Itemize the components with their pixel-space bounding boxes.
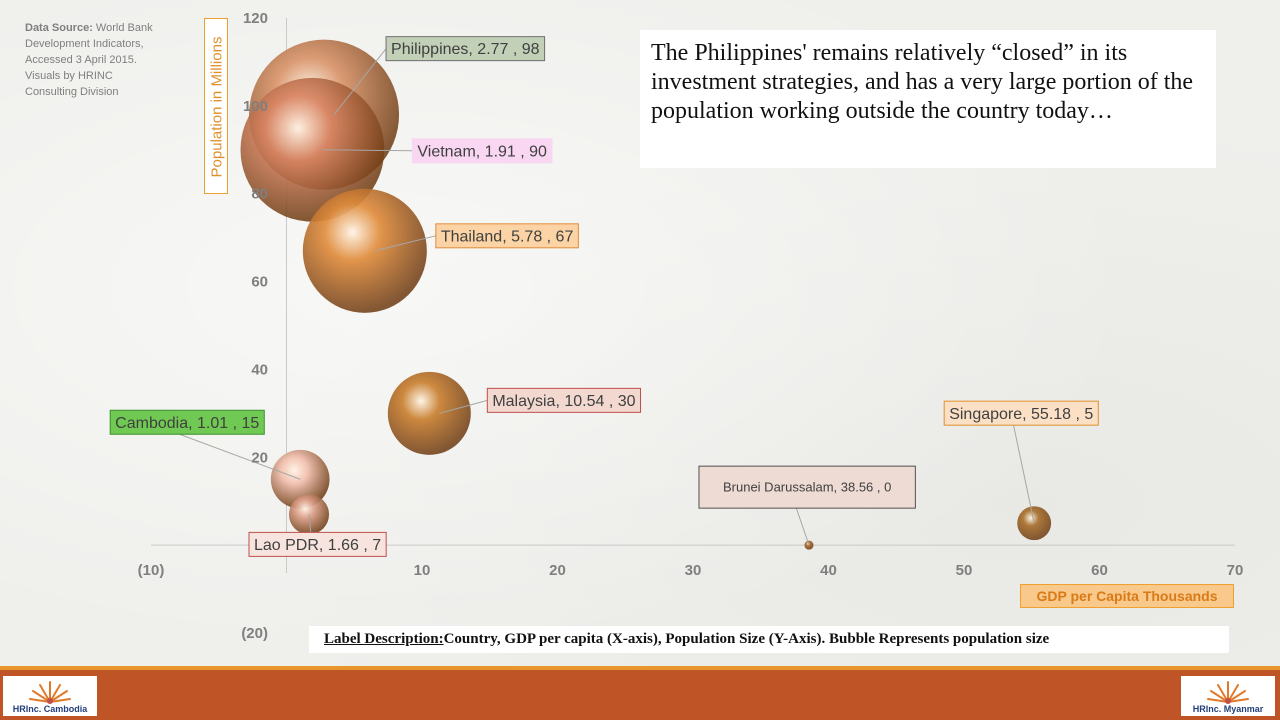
footer-bar	[0, 670, 1280, 720]
commentary-text: The Philippines' remains relatively “clo…	[640, 30, 1216, 168]
sunburst-logo-icon	[29, 681, 71, 704]
x-tick-label: 20	[549, 562, 566, 579]
leader-line	[179, 433, 301, 480]
leader-line	[308, 514, 312, 533]
label-description-text: Country, GDP per capita (X-axis), Popula…	[443, 631, 1050, 647]
footer-accent-line	[0, 666, 1280, 670]
logo-myanmar-brand: HRInc.	[1192, 704, 1222, 714]
bubbles	[240, 39, 1052, 550]
x-axis-title: GDP per Capita Thousands	[1020, 584, 1234, 608]
data-label: Malaysia, 10.54 , 30	[492, 393, 635, 410]
x-tick-label: 10	[414, 562, 431, 579]
data-label: Philippines, 2.77 , 98	[391, 41, 540, 58]
data-label-box	[698, 465, 916, 509]
x-tick-label: (10)	[138, 562, 165, 579]
x-tick-label: 70	[1227, 562, 1244, 579]
y-axis-title: Population in Millions	[208, 36, 226, 178]
y-tick-label: 80	[251, 186, 268, 203]
leader-line	[439, 399, 488, 414]
logo-cambodia: HRInc. Cambodia	[3, 676, 97, 716]
label-description-lead: Label Description:	[324, 631, 444, 647]
bubble	[302, 188, 427, 313]
leader-line	[322, 149, 413, 152]
y-tick-label: 20	[251, 449, 268, 466]
data-label: Vietnam, 1.91 , 90	[417, 143, 547, 160]
leader-line	[333, 48, 387, 115]
x-tick-label: 60	[1091, 562, 1108, 579]
data-label: Lao PDR, 1.66 , 7	[254, 537, 381, 554]
data-label: Singapore, 55.18 , 5	[949, 406, 1093, 423]
bubble	[240, 77, 385, 222]
x-tick-label: 40	[820, 562, 837, 579]
y-tick-label: (20)	[241, 625, 268, 642]
label-description: Label Description: Country, GDP per capi…	[309, 626, 1229, 653]
y-tick-label: 40	[251, 361, 268, 378]
source-note-text: World Bank Development Indicators, Acces…	[25, 22, 153, 98]
logo-cambodia-text: HRInc. Cambodia	[3, 704, 97, 714]
sunburst-logo-icon	[1207, 681, 1249, 704]
leader-line	[374, 235, 436, 252]
leader-line	[795, 507, 810, 546]
data-labels: Philippines, 2.77 , 98 Vietnam, 1.91 , 90…	[109, 36, 1099, 557]
source-note: Data Source: World Bank Development Indi…	[25, 20, 160, 100]
data-label: Brunei Darussalam, 38.56 , 0	[723, 480, 891, 495]
logo-myanmar: HRInc. Myanmar	[1181, 676, 1275, 716]
data-label-box	[248, 531, 387, 557]
data-label: Thailand, 5.78 , 67	[441, 228, 574, 245]
source-note-label: Data Source:	[25, 22, 93, 34]
logo-myanmar-country: Myanmar	[1223, 704, 1264, 714]
logo-cambodia-country: Cambodia	[43, 704, 88, 714]
y-axis-title-box: Population in Millions	[204, 18, 228, 194]
data-label-box	[109, 409, 265, 435]
y-tick-label: 100	[243, 98, 268, 115]
x-tick-label: 30	[685, 562, 702, 579]
data-label-box	[943, 400, 1099, 426]
leader-lines	[179, 48, 1035, 546]
data-label-box	[411, 138, 553, 164]
data-label-box	[435, 223, 579, 249]
leader-line	[1013, 425, 1035, 524]
tick-labels: (10) 10 20 30 40 50 60 70 (20) 20 40 60 80 100 120	[138, 10, 1244, 642]
y-tick-label: 60	[251, 274, 268, 291]
data-label-box	[486, 387, 642, 413]
data-label-box	[385, 36, 546, 62]
data-label: Cambodia, 1.01 , 15	[115, 415, 259, 432]
bubble	[387, 371, 471, 455]
y-tick-label: 120	[243, 10, 268, 27]
x-tick-label: 50	[956, 562, 973, 579]
logo-myanmar-text: HRInc. Myanmar	[1181, 704, 1275, 714]
logo-cambodia-brand: HRInc.	[12, 704, 42, 714]
